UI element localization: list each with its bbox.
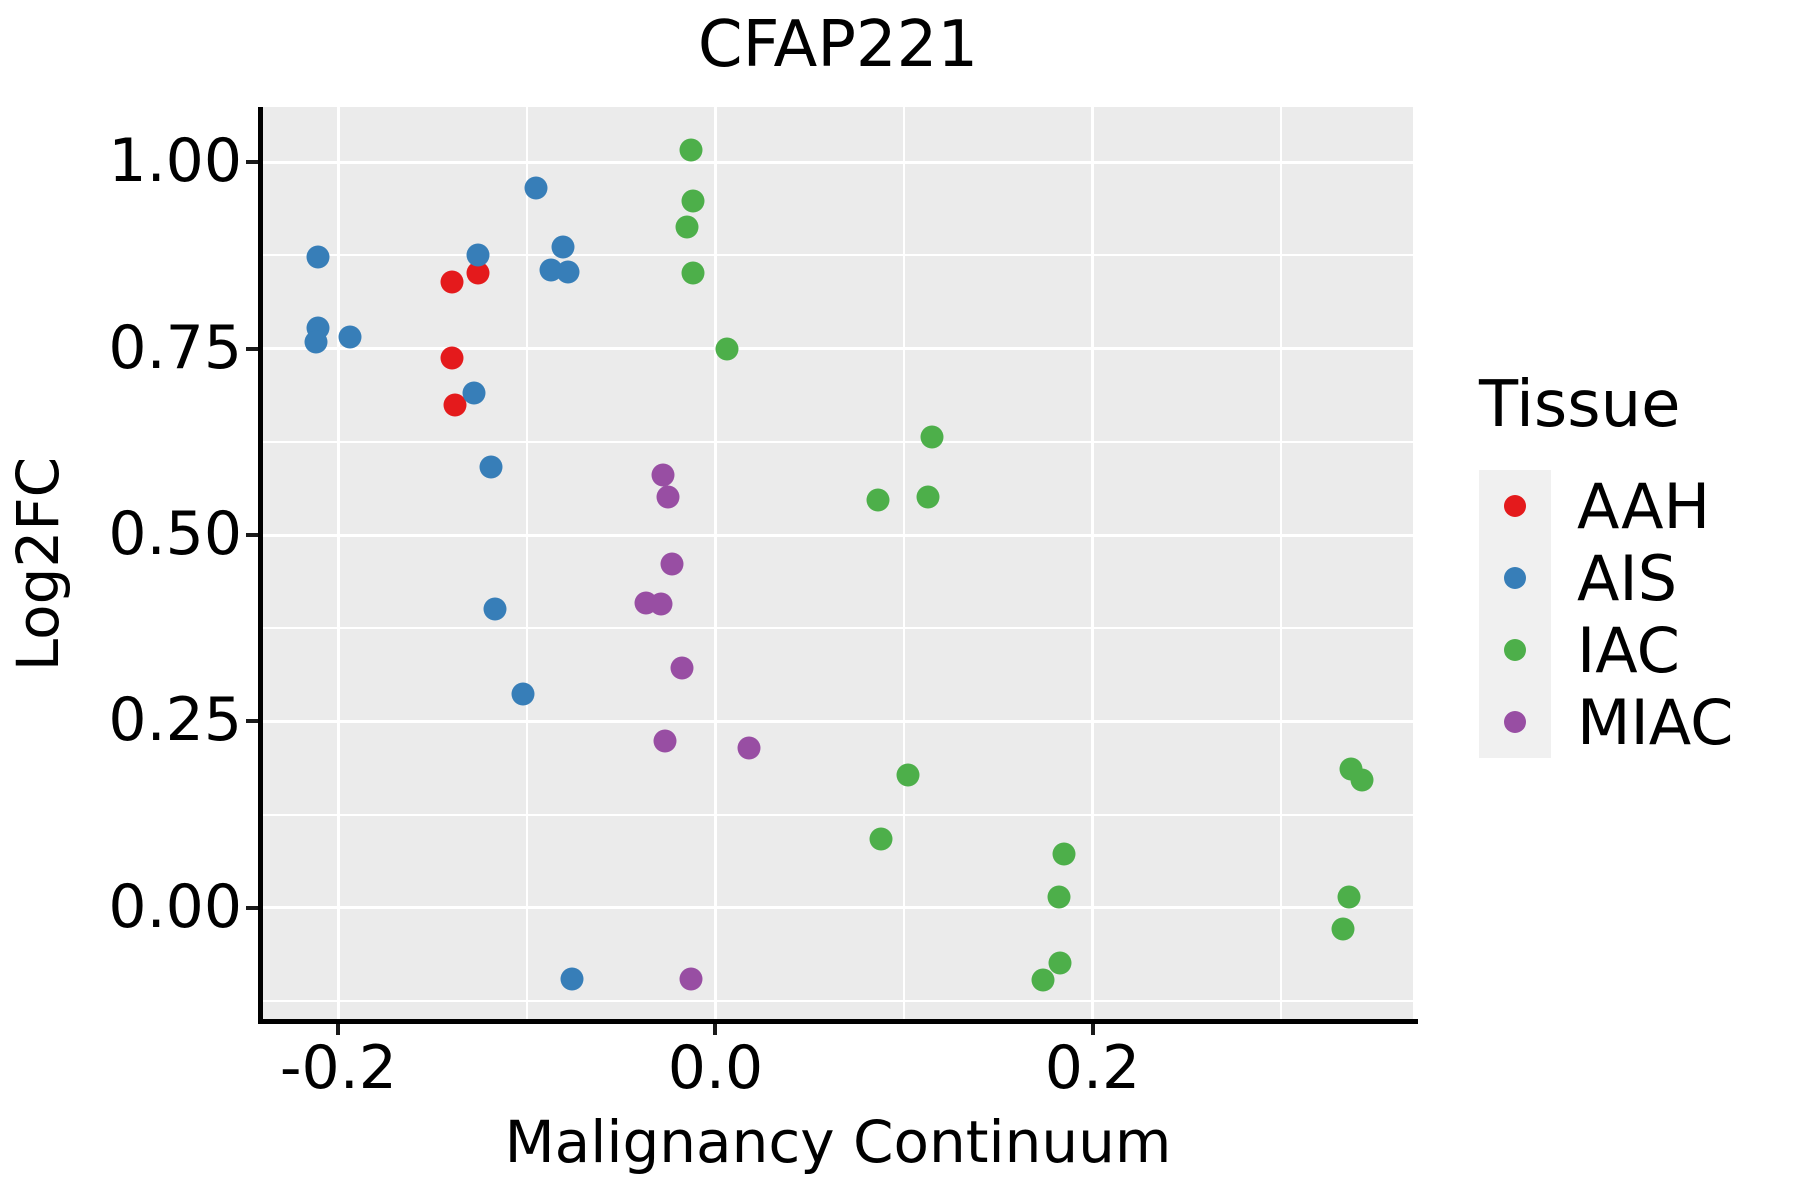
x-tick-label: 0.0	[667, 1033, 764, 1103]
data-point-miac	[656, 485, 680, 509]
data-point-iac	[896, 763, 920, 787]
y-gridline-major	[263, 347, 1413, 351]
data-point-ais	[466, 243, 490, 267]
legend-key	[1479, 614, 1551, 686]
legend-item-aah: AAH	[1479, 469, 1733, 543]
x-tick-mark	[336, 1024, 341, 1035]
legend-label: IAC	[1577, 613, 1680, 687]
y-tick-mark	[246, 905, 258, 910]
data-point-iac	[1048, 951, 1072, 975]
y-tick-label: 0.00	[108, 871, 242, 942]
data-point-ais	[338, 325, 362, 349]
legend-key	[1479, 686, 1551, 758]
y-gridline-minor	[263, 813, 1413, 816]
y-gridline-minor	[263, 440, 1413, 443]
y-gridline-minor	[263, 1000, 1413, 1003]
y-tick-mark	[246, 719, 258, 724]
data-point-ais	[304, 330, 328, 354]
legend-label: MIAC	[1577, 685, 1734, 759]
y-tick-mark	[246, 160, 258, 165]
plot-panel	[263, 107, 1413, 1019]
y-tick-mark	[246, 533, 258, 538]
data-point-miac	[679, 967, 703, 991]
data-point-iac	[681, 261, 705, 285]
x-gridline-minor	[1280, 107, 1283, 1019]
y-gridline-major	[263, 906, 1413, 910]
x-tick-label: -0.2	[279, 1033, 397, 1103]
data-point-aah	[440, 270, 464, 294]
legend: Tissue AAH AIS IAC MIAC	[1479, 368, 1734, 759]
y-gridline-minor	[263, 627, 1413, 630]
data-point-iac	[1031, 968, 1055, 992]
legend-label: AAH	[1577, 469, 1711, 543]
y-gridline-major	[263, 160, 1413, 164]
data-point-miac	[651, 463, 675, 487]
y-tick-label: 0.25	[108, 685, 242, 756]
data-point-ais	[479, 455, 503, 479]
data-point-iac	[1337, 885, 1361, 909]
x-tick-mark	[1090, 1024, 1095, 1035]
y-tick-mark	[246, 346, 258, 351]
aah-dot-icon	[1504, 495, 1526, 517]
legend-key	[1479, 470, 1551, 542]
y-tick-label: 1.00	[108, 125, 242, 196]
x-gridline-minor	[902, 107, 905, 1019]
y-gridline-minor	[263, 254, 1413, 257]
y-tick-label: 0.75	[108, 312, 242, 383]
legend-title: Tissue	[1479, 368, 1681, 442]
data-point-ais	[551, 235, 575, 259]
data-point-iac	[920, 425, 944, 449]
data-point-iac	[679, 138, 703, 161]
data-point-ais	[483, 597, 507, 621]
data-point-ais	[524, 176, 548, 200]
data-point-ais	[306, 245, 330, 269]
y-axis-label: Log2FC	[4, 456, 72, 672]
ais-dot-icon	[1504, 567, 1526, 589]
data-point-iac	[916, 485, 940, 509]
x-axis-spine	[258, 1019, 1418, 1024]
data-point-ais	[560, 967, 584, 991]
data-point-ais	[511, 682, 535, 706]
iac-dot-icon	[1504, 639, 1526, 661]
legend-label: AIS	[1577, 541, 1678, 615]
miac-dot-icon	[1504, 711, 1526, 733]
x-gridline-major	[713, 107, 717, 1019]
x-axis-label: Malignancy Continuum	[504, 1108, 1172, 1176]
legend-key	[1479, 542, 1551, 614]
data-point-ais	[462, 381, 486, 405]
legend-item-ais: AIS	[1479, 541, 1733, 615]
legend-item-iac: IAC	[1479, 613, 1733, 687]
y-tick-label: 0.50	[108, 498, 242, 569]
y-gridline-major	[263, 533, 1413, 537]
data-point-iac	[681, 189, 705, 213]
y-axis-spine	[258, 107, 263, 1024]
x-tick-mark	[713, 1024, 718, 1035]
x-gridline-major	[1091, 107, 1094, 1019]
x-gridline-major	[336, 107, 340, 1019]
data-point-miac	[649, 592, 673, 616]
data-point-miac	[660, 552, 684, 576]
chart-title: CFAP221	[697, 8, 979, 82]
data-point-iac	[869, 827, 893, 851]
data-point-iac	[1052, 842, 1076, 866]
data-point-iac	[715, 337, 739, 361]
data-point-iac	[866, 488, 890, 512]
data-point-aah	[443, 393, 467, 417]
x-gridline-minor	[525, 107, 528, 1019]
data-point-miac	[737, 736, 761, 760]
data-point-iac	[1350, 768, 1374, 792]
data-point-miac	[670, 656, 694, 680]
data-point-iac	[1047, 885, 1071, 909]
data-point-iac	[1331, 917, 1355, 941]
data-point-miac	[653, 729, 677, 753]
data-point-aah	[466, 261, 490, 285]
data-point-ais	[556, 260, 580, 284]
data-point-aah	[440, 346, 464, 370]
legend-item-miac: MIAC	[1479, 685, 1734, 759]
data-point-iac	[675, 215, 699, 239]
y-gridline-major	[263, 719, 1413, 723]
x-tick-label: 0.2	[1044, 1033, 1141, 1103]
